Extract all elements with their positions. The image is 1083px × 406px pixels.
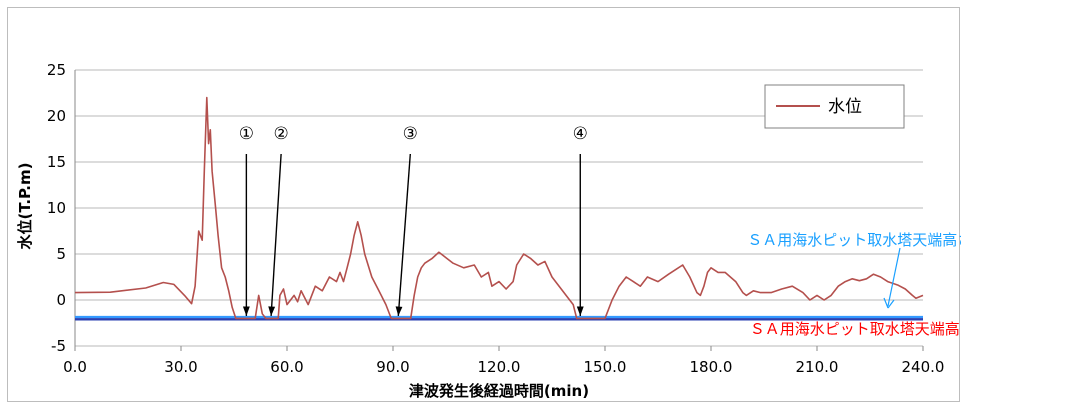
- event-marker-arrowhead: [242, 306, 250, 316]
- x-tick-label: 180.0: [690, 358, 733, 376]
- x-tick-label: 150.0: [584, 358, 627, 376]
- x-tick-label: 120.0: [478, 358, 521, 376]
- event-marker-label: ④: [573, 124, 588, 144]
- reference-lines: [75, 315, 923, 321]
- event-marker-arrowhead: [576, 306, 584, 316]
- x-tick-label: 60.0: [270, 358, 303, 376]
- event-marker-label: ③: [403, 124, 418, 144]
- water-level-chart: -5 0 5 10 15 20 25 0.0 30.0 60.0 90.0 120.0 150.0 18…: [16, 61, 961, 400]
- legend-label: 水位: [828, 97, 862, 117]
- reference-pointer-arrowhead: [883, 297, 895, 309]
- x-tick-label: 0.0: [63, 358, 87, 376]
- reference-annotation-lower: ＳＡ用海水ピット取水塔天端高さ T.P.－4.9m: [750, 320, 961, 338]
- event-marker-arrowhead: [268, 306, 276, 316]
- y-tick-label: 15: [47, 153, 66, 171]
- x-axis-title: 津波発生後経過時間(min): [409, 382, 589, 400]
- y-tick-label: -5: [51, 337, 66, 355]
- y-tick-label: 20: [47, 107, 66, 125]
- x-tick-label: 30.0: [164, 358, 197, 376]
- event-marker-label: ①: [239, 124, 254, 144]
- y-tick-label: 10: [47, 199, 66, 217]
- x-tick-label: 240.0: [902, 358, 945, 376]
- chart-frame: -5 0 5 10 15 20 25 0.0 30.0 60.0 90.0 120.0 150.0 18…: [7, 7, 961, 402]
- reference-annotation-upper: ＳＡ用海水ピット取水塔天端高さ T.P.－4.85m: [747, 231, 961, 249]
- legend: 水位: [764, 84, 905, 129]
- y-tick-label: 25: [47, 61, 66, 79]
- event-marker-arrowhead: [395, 306, 403, 316]
- y-tick-labels: -5 0 5 10 15 20 25: [47, 61, 66, 355]
- event-marker-arrow: [270, 153, 282, 316]
- y-tick-label: 5: [56, 245, 66, 263]
- y-tick-label: 0: [56, 291, 66, 309]
- water-level-series-line: [74, 96, 924, 320]
- y-axis-title: 水位(T.P.m): [16, 163, 34, 250]
- reference-pointer-line: [887, 247, 901, 307]
- x-tick-label: 210.0: [796, 358, 839, 376]
- x-tick-label: 90.0: [376, 358, 409, 376]
- event-marker-label: ②: [273, 124, 288, 144]
- x-tick-labels: 0.0 30.0 60.0 90.0 120.0 150.0 180.0 210.0 240.0: [63, 346, 944, 376]
- event-marker-arrow: [397, 153, 411, 316]
